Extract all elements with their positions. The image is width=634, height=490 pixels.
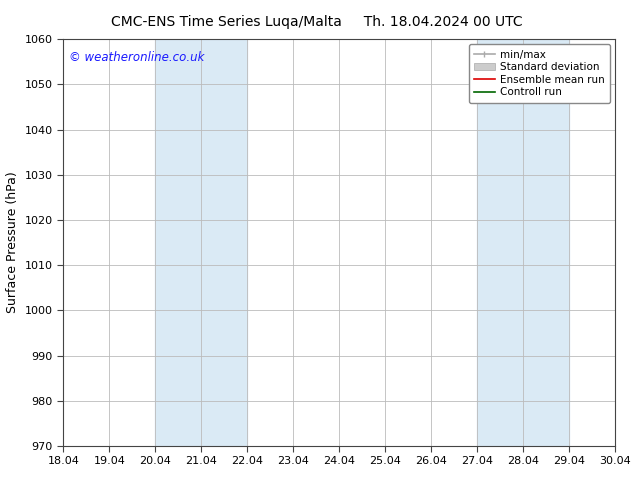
Text: © weatheronline.co.uk: © weatheronline.co.uk (69, 51, 204, 64)
Bar (155, 39, 247, 446)
Legend: min/max, Standard deviation, Ensemble mean run, Controll run: min/max, Standard deviation, Ensemble me… (469, 45, 610, 102)
Text: CMC-ENS Time Series Luqa/Malta     Th. 18.04.2024 00 UTC: CMC-ENS Time Series Luqa/Malta Th. 18.04… (111, 15, 523, 29)
Y-axis label: Surface Pressure (hPa): Surface Pressure (hPa) (6, 172, 19, 314)
Bar (477, 39, 569, 446)
